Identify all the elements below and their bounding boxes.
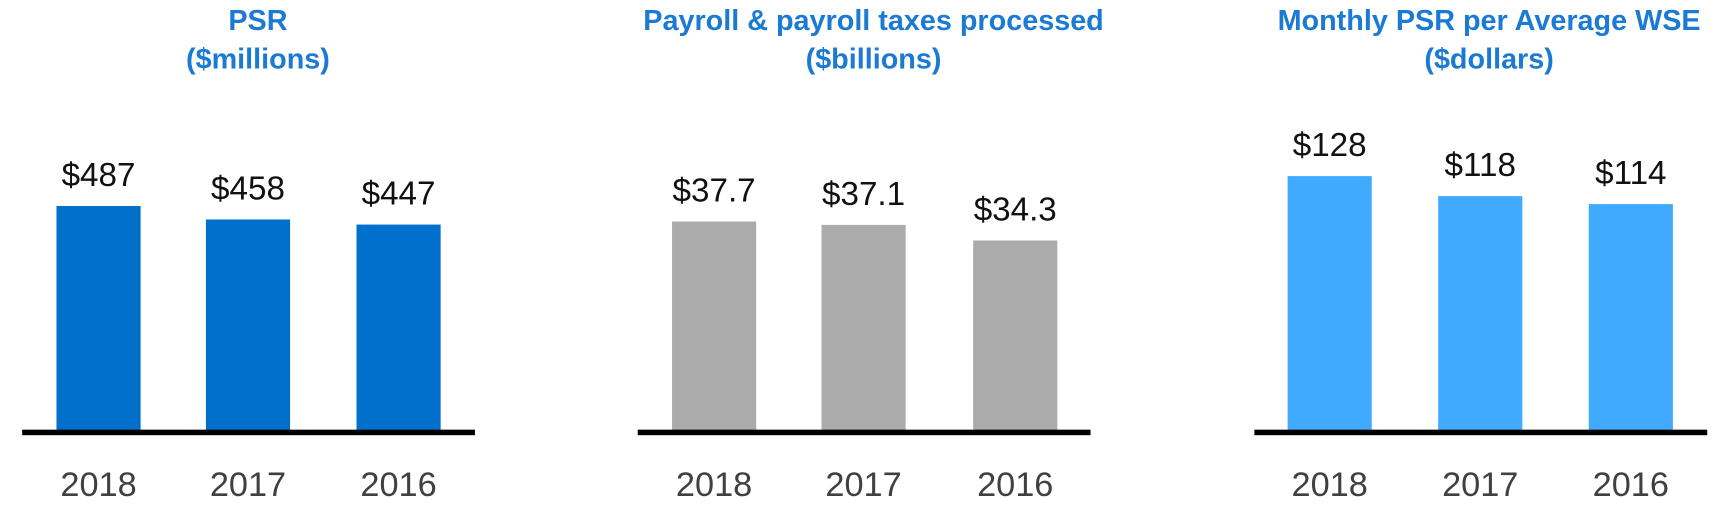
bar-2016 <box>973 240 1058 432</box>
data-label: $447 <box>362 176 436 213</box>
data-label: $37.1 <box>822 176 905 213</box>
x-tick-label: 2016 <box>1593 466 1669 504</box>
data-label: $114 <box>1595 155 1666 192</box>
data-label: $487 <box>62 157 136 194</box>
x-tick-label: 2018 <box>676 466 752 504</box>
bar-2018 <box>1287 176 1372 432</box>
x-tick-label: 2017 <box>825 466 901 504</box>
x-tick-label: 2017 <box>210 466 286 504</box>
x-axis-line <box>1254 429 1708 436</box>
data-label: $118 <box>1445 147 1516 184</box>
x-tick-label: 2016 <box>977 466 1053 504</box>
chart-subtitle: ($millions) <box>186 44 330 76</box>
x-tick-label: 2016 <box>360 466 436 504</box>
data-label: $34.3 <box>974 192 1057 229</box>
x-tick-label: 2018 <box>60 466 136 504</box>
bar-2018 <box>56 206 141 432</box>
chart-title: Payroll & payroll taxes processed <box>643 5 1103 37</box>
x-axis-line <box>22 429 475 436</box>
chart-title: PSR <box>228 5 287 37</box>
bar-2018 <box>672 221 757 432</box>
bar-2016 <box>1588 204 1673 432</box>
chart-subtitle: ($billions) <box>806 44 942 76</box>
bar-2016 <box>356 224 441 432</box>
x-axis-line <box>637 429 1091 436</box>
bar-2017 <box>821 224 906 432</box>
data-label: $37.7 <box>673 173 756 210</box>
data-label: $458 <box>211 171 285 208</box>
chart-title: Monthly PSR per Average WSE <box>1278 5 1701 37</box>
chart-subtitle: ($dollars) <box>1424 44 1553 76</box>
x-tick-label: 2018 <box>1292 466 1368 504</box>
data-label: $128 <box>1293 127 1367 164</box>
bar-2017 <box>1438 196 1523 432</box>
x-tick-label: 2017 <box>1442 466 1518 504</box>
bar-2017 <box>205 219 291 432</box>
